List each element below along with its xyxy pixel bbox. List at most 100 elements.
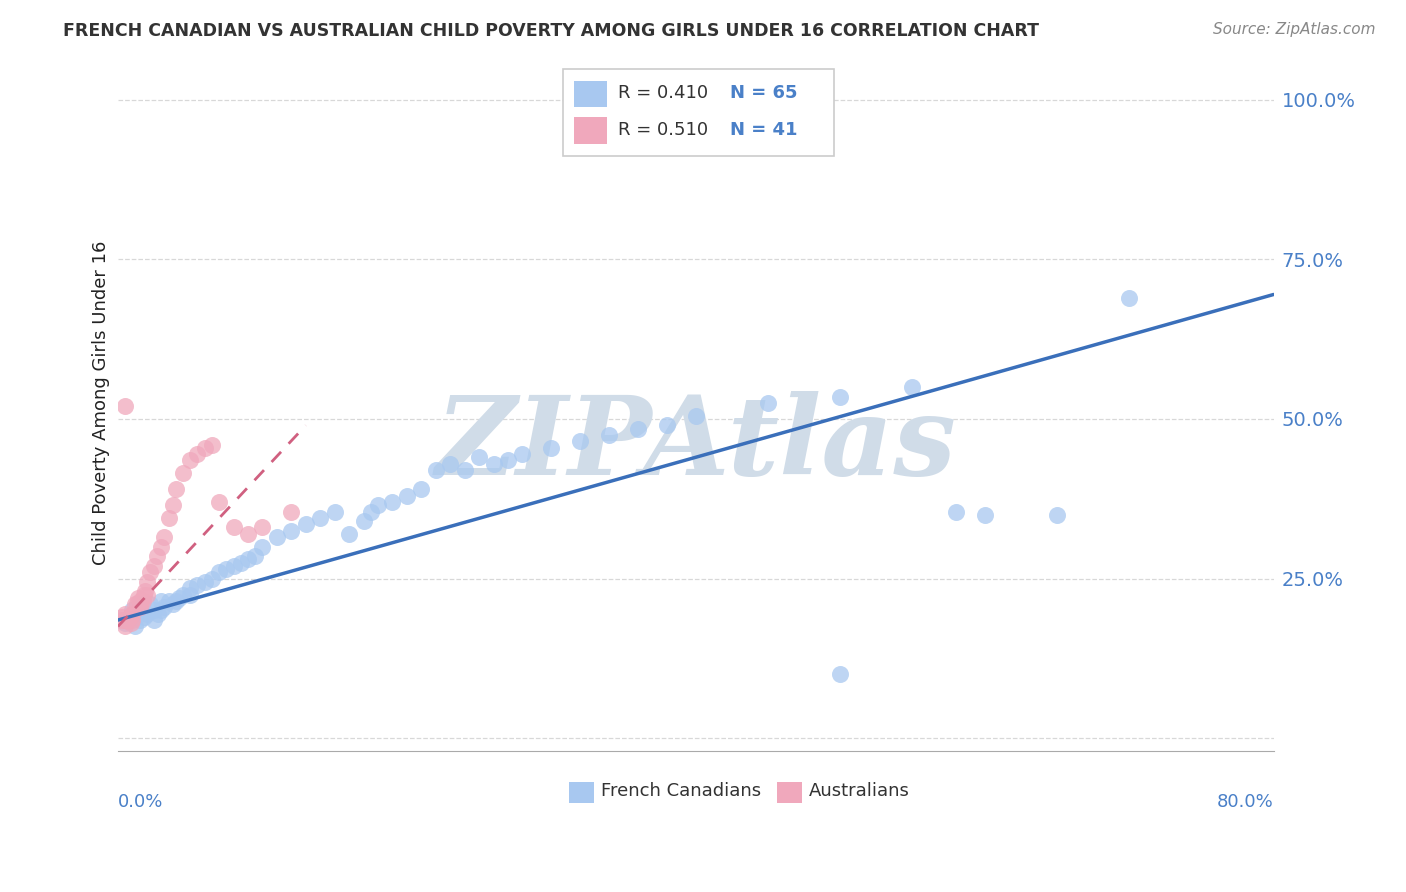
Point xyxy=(114,616,136,631)
Point xyxy=(157,594,180,608)
Point xyxy=(150,594,173,608)
Point xyxy=(685,409,707,423)
Point xyxy=(110,613,132,627)
Point xyxy=(146,549,169,564)
Point xyxy=(153,600,176,615)
Point xyxy=(112,613,135,627)
Point xyxy=(115,613,138,627)
Point xyxy=(139,565,162,579)
Point xyxy=(186,447,208,461)
FancyBboxPatch shape xyxy=(562,69,834,156)
Text: R = 0.510: R = 0.510 xyxy=(619,120,709,138)
Point xyxy=(165,594,187,608)
Point xyxy=(512,447,534,461)
Point xyxy=(127,591,149,605)
Point xyxy=(148,607,170,621)
Point xyxy=(266,530,288,544)
Point xyxy=(208,495,231,509)
Text: 0.0%: 0.0% xyxy=(118,793,163,811)
Point xyxy=(143,558,166,573)
Y-axis label: Child Poverty Among Girls Under 16: Child Poverty Among Girls Under 16 xyxy=(93,241,110,566)
Point xyxy=(132,587,155,601)
Bar xyxy=(568,782,595,803)
Point xyxy=(496,453,519,467)
Point xyxy=(121,613,143,627)
Point xyxy=(245,549,267,564)
Point xyxy=(118,610,141,624)
Point xyxy=(756,396,779,410)
Point xyxy=(135,607,157,621)
Point xyxy=(222,520,245,534)
Point xyxy=(367,498,389,512)
Point xyxy=(157,511,180,525)
Point xyxy=(222,558,245,573)
Point xyxy=(411,482,433,496)
Point xyxy=(172,587,194,601)
Point xyxy=(201,437,224,451)
Point xyxy=(131,594,153,608)
Point xyxy=(179,453,201,467)
Bar xyxy=(575,117,607,144)
Point xyxy=(129,594,152,608)
Point xyxy=(323,504,346,518)
Point xyxy=(135,587,157,601)
Point xyxy=(132,610,155,624)
Point xyxy=(353,514,375,528)
Point xyxy=(124,619,146,633)
Point xyxy=(294,517,316,532)
Point xyxy=(360,504,382,518)
Point xyxy=(425,463,447,477)
Bar xyxy=(776,782,801,803)
Point xyxy=(153,530,176,544)
Text: N = 41: N = 41 xyxy=(731,120,799,138)
Point xyxy=(128,597,150,611)
Point xyxy=(162,498,184,512)
Point xyxy=(128,600,150,615)
Point xyxy=(439,457,461,471)
Point xyxy=(162,597,184,611)
Text: Source: ZipAtlas.com: Source: ZipAtlas.com xyxy=(1212,22,1375,37)
Point xyxy=(125,597,148,611)
Point xyxy=(150,603,173,617)
Point xyxy=(569,434,592,449)
Point xyxy=(135,574,157,589)
Point xyxy=(179,581,201,595)
Point xyxy=(121,603,143,617)
Point xyxy=(236,527,259,541)
Text: ZIPAtlas: ZIPAtlas xyxy=(436,391,956,499)
Point xyxy=(118,610,141,624)
Point xyxy=(337,527,360,541)
Point xyxy=(598,428,620,442)
Point xyxy=(111,610,134,624)
Point xyxy=(143,613,166,627)
Point xyxy=(201,572,224,586)
Point xyxy=(128,594,150,608)
Point xyxy=(901,380,924,394)
Point xyxy=(114,607,136,621)
Text: FRENCH CANADIAN VS AUSTRALIAN CHILD POVERTY AMONG GIRLS UNDER 16 CORRELATION CHA: FRENCH CANADIAN VS AUSTRALIAN CHILD POVE… xyxy=(63,22,1039,40)
Point xyxy=(309,511,332,525)
Point xyxy=(945,504,967,518)
Point xyxy=(280,504,302,518)
Point xyxy=(194,441,217,455)
Point xyxy=(114,399,136,413)
Point xyxy=(143,603,166,617)
Point xyxy=(120,616,142,631)
Point xyxy=(468,450,491,465)
Text: N = 65: N = 65 xyxy=(731,85,799,103)
Point xyxy=(117,613,139,627)
Point xyxy=(540,441,562,455)
Point xyxy=(252,520,274,534)
Point xyxy=(252,540,274,554)
Point xyxy=(165,482,187,496)
Point xyxy=(139,597,162,611)
Point xyxy=(1046,508,1069,522)
Point xyxy=(121,607,143,621)
Text: 80.0%: 80.0% xyxy=(1216,793,1274,811)
Point xyxy=(381,495,404,509)
Point xyxy=(114,619,136,633)
Point xyxy=(973,508,995,522)
Point xyxy=(482,457,505,471)
Point xyxy=(655,418,678,433)
Text: French Canadians: French Canadians xyxy=(600,782,761,800)
